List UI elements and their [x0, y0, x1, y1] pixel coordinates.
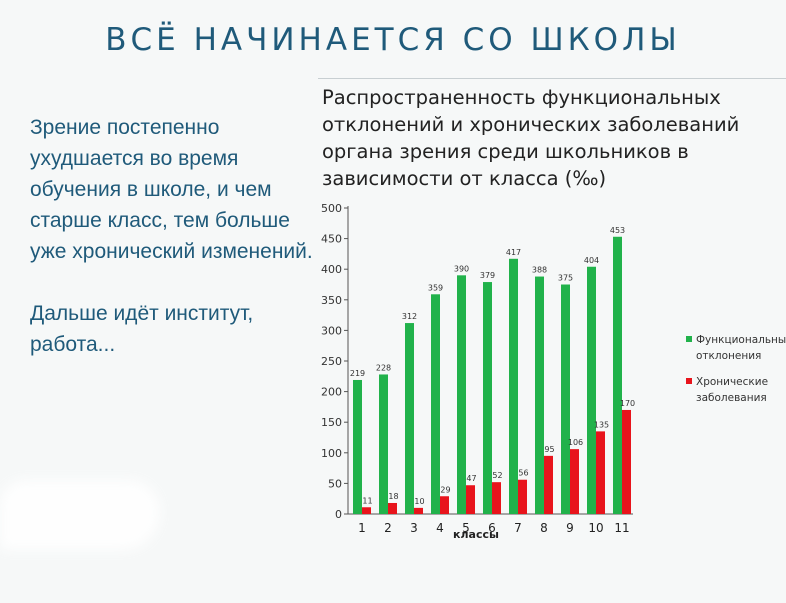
- data-label-chronic: 106: [568, 438, 583, 447]
- y-tick-label: 0: [335, 508, 342, 521]
- chart-title: Распространенность функциональных отклон…: [322, 86, 740, 190]
- data-label-chronic: 11: [362, 496, 372, 505]
- y-tick-label: 300: [321, 324, 342, 337]
- x-tick-label: 11: [614, 521, 629, 535]
- legend-label-chronic: заболевания: [696, 392, 767, 404]
- y-tick-label: 450: [321, 233, 342, 246]
- x-tick-label: 4: [436, 521, 444, 535]
- x-tick-label: 9: [566, 521, 574, 535]
- title-divider: [318, 78, 786, 79]
- bar-functional: [587, 266, 596, 514]
- body-paragraph-2: Дальше идёт институт, работа...: [30, 302, 254, 356]
- data-label-chronic: 95: [544, 445, 554, 454]
- legend-swatch-chronic: [686, 378, 692, 384]
- data-label-functional: 388: [532, 266, 547, 275]
- slide-title: ВСЁ НАЧИНАЕТСЯ СО ШКОЛЫ: [105, 22, 681, 58]
- data-label-functional: 379: [480, 271, 495, 280]
- bar-chronic: [414, 507, 423, 514]
- data-label-functional: 375: [558, 274, 573, 283]
- x-tick-label: 8: [540, 521, 548, 535]
- bar-chronic: [492, 482, 501, 514]
- bar-chronic: [518, 479, 527, 514]
- data-label-functional: 404: [584, 256, 599, 265]
- bar-functional: [509, 258, 518, 514]
- bar-chronic: [570, 449, 579, 514]
- y-tick-label: 150: [321, 416, 342, 429]
- bar-functional: [613, 236, 622, 514]
- bar-chronic: [440, 496, 449, 514]
- legend-label-functional: отклонения: [696, 350, 761, 362]
- x-tick-label: 2: [384, 521, 392, 535]
- x-tick-label: 10: [588, 521, 603, 535]
- body-text: Зрение постепенно ухудшается во время об…: [30, 112, 315, 360]
- bar-functional: [535, 276, 544, 514]
- bar-functional: [457, 275, 466, 514]
- decorative-smudge: [0, 480, 160, 550]
- data-label-chronic: 18: [388, 492, 398, 501]
- data-label-functional: 417: [506, 248, 521, 257]
- data-label-functional: 359: [428, 283, 443, 292]
- y-tick-label: 350: [321, 294, 342, 307]
- data-label-chronic: 170: [620, 399, 635, 408]
- bar-chronic: [544, 455, 553, 514]
- data-label-functional: 453: [610, 226, 625, 235]
- bar-functional: [561, 284, 570, 514]
- data-label-chronic: 29: [440, 485, 450, 494]
- x-tick-label: 1: [358, 521, 366, 535]
- data-label-functional: 219: [350, 369, 365, 378]
- bar-chronic: [622, 409, 631, 514]
- legend-swatch-functional: [686, 336, 692, 342]
- x-tick-label: 5: [462, 521, 470, 535]
- bar-chronic: [596, 431, 605, 514]
- bar-functional: [483, 282, 492, 514]
- data-label-chronic: 47: [466, 474, 476, 483]
- y-tick-label: 500: [321, 202, 342, 215]
- x-tick-label: 7: [514, 521, 522, 535]
- data-label-chronic: 10: [414, 497, 424, 506]
- bar-functional: [379, 374, 388, 514]
- data-label-chronic: 56: [518, 469, 528, 478]
- bar-functional: [405, 323, 414, 514]
- data-label-chronic: 135: [594, 420, 609, 429]
- y-tick-label: 50: [328, 477, 342, 490]
- body-paragraph-1: Зрение постепенно ухудшается во время об…: [30, 116, 313, 263]
- x-tick-label: 6: [488, 521, 496, 535]
- legend-label-chronic: Хронические: [696, 376, 768, 388]
- bar-functional: [353, 379, 362, 514]
- x-tick-label: 3: [410, 521, 418, 535]
- data-label-functional: 390: [454, 264, 469, 273]
- bar-chronic: [362, 507, 371, 514]
- legend-label-functional: Функциональные: [696, 334, 786, 346]
- bar-chronic: [388, 502, 397, 514]
- y-tick-label: 250: [321, 355, 342, 368]
- x-axis-label: классы: [453, 528, 499, 541]
- bar-functional: [431, 294, 440, 514]
- y-tick-label: 100: [321, 447, 342, 460]
- data-label-chronic: 52: [492, 471, 502, 480]
- data-label-functional: 228: [376, 363, 391, 372]
- y-tick-label: 200: [321, 386, 342, 399]
- data-label-functional: 312: [402, 312, 417, 321]
- y-tick-label: 400: [321, 263, 342, 276]
- bar-chronic: [466, 485, 475, 514]
